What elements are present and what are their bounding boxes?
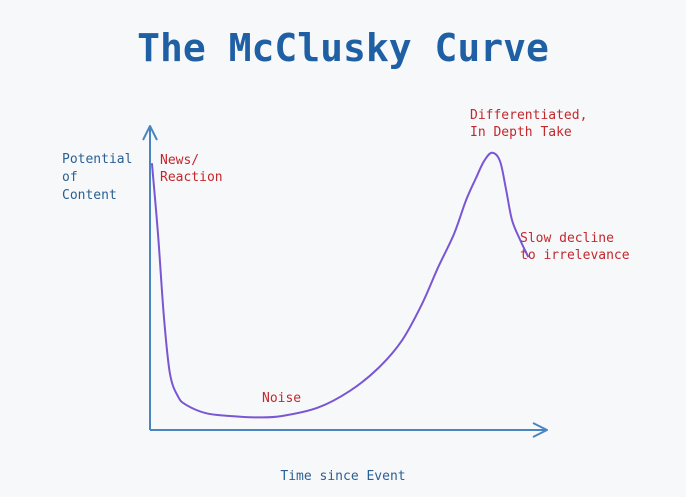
annotation-news-reaction: News/ Reaction <box>160 153 223 185</box>
annotation-noise: Noise <box>262 391 302 406</box>
x-axis-arrowhead <box>532 422 548 438</box>
x-axis-label: Time since Event <box>280 469 406 484</box>
chart-title: The McClusky Curve <box>137 26 549 70</box>
y-axis-label: Potential of Content <box>62 152 133 203</box>
annotation-slow-decline: Slow decline to irrelevance <box>520 231 630 264</box>
series-line-0 <box>151 151 529 419</box>
annotation-in-depth-take: Differentiated, In Depth Take <box>470 108 588 141</box>
y-axis-arrowhead <box>142 125 158 141</box>
